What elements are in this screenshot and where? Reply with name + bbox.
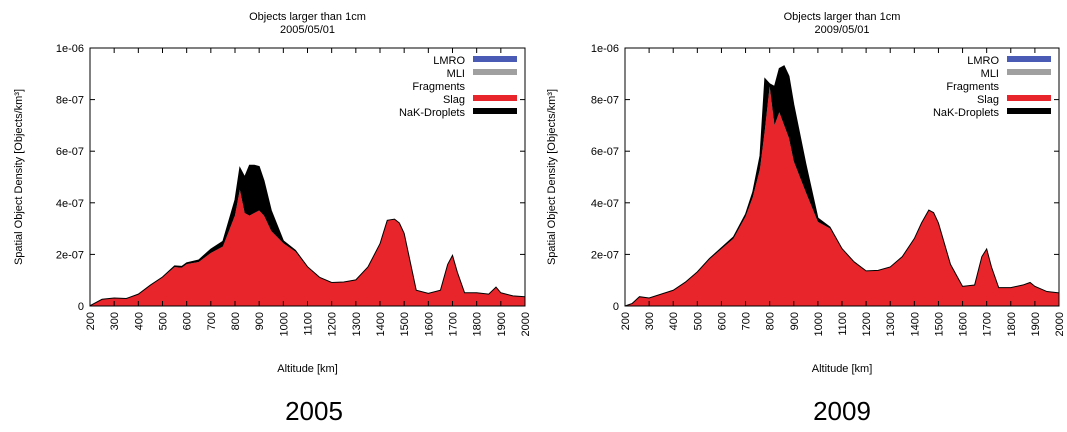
chart-subtitle: 2005/05/01 xyxy=(280,24,335,36)
x-tick-label: 1300 xyxy=(885,312,897,336)
x-tick-label: 600 xyxy=(182,312,194,330)
x-tick-label: 300 xyxy=(109,312,121,330)
legend-swatch xyxy=(1007,108,1051,114)
x-tick-label: 900 xyxy=(789,312,801,330)
x-tick-label: 2000 xyxy=(1054,312,1066,336)
legend-swatch xyxy=(473,108,517,114)
x-tick-label: 1400 xyxy=(909,312,921,336)
y-tick-label: 2e-07 xyxy=(56,249,84,261)
legend-label: Fragments xyxy=(412,81,465,93)
x-tick-label: 700 xyxy=(206,312,218,330)
chart-caption-2009: 2009 xyxy=(813,396,871,426)
y-tick-label: 2e-07 xyxy=(591,249,619,261)
x-tick-label: 1300 xyxy=(351,312,363,336)
y-axis-label: Spatial Object Density [Objects/km³] xyxy=(546,89,558,265)
total-outline xyxy=(624,65,1060,307)
x-tick-label: 1000 xyxy=(813,312,825,336)
x-tick-label: 1600 xyxy=(423,312,435,336)
legend-swatch xyxy=(473,69,517,75)
legend-swatch xyxy=(473,56,517,62)
legend-swatch xyxy=(1007,69,1051,75)
y-tick-label: 1e-06 xyxy=(591,43,619,55)
y-tick-label: 4e-07 xyxy=(591,198,619,210)
chart-title: Objects larger than 1cm xyxy=(249,11,366,23)
y-tick-label: 0 xyxy=(613,301,619,313)
chart-panel-2005: Objects larger than 1cm 2005/05/01 0 2e-07 4… xyxy=(0,0,533,432)
legend-label: MLI xyxy=(447,68,465,80)
x-axis-label: Altitude [km] xyxy=(277,363,338,375)
legend-label: Slag xyxy=(443,94,465,106)
x-tick-label: 1500 xyxy=(933,312,945,336)
y-tick-label: 4e-07 xyxy=(56,198,84,210)
y-tick-label: 1e-06 xyxy=(56,43,84,55)
x-axis-label: Altitude [km] xyxy=(812,363,873,375)
total-outline xyxy=(89,164,526,307)
x-tick-label: 1700 xyxy=(982,312,994,336)
y-tick-label: 6e-07 xyxy=(56,146,84,158)
legend-swatch xyxy=(1007,82,1051,88)
legend-label: MLI xyxy=(981,68,999,80)
x-tick-label: 500 xyxy=(692,312,704,330)
x-tick-label: 200 xyxy=(620,312,632,330)
legend-label: NaK-Droplets xyxy=(933,107,1000,119)
chart-panel-2009: Objects larger than 1cm 2009/05/01 0 2e-07 4… xyxy=(534,0,1067,432)
legend-label: Slag xyxy=(977,94,999,106)
x-tick-label: 1900 xyxy=(496,312,508,336)
x-tick-label: 1800 xyxy=(1006,312,1018,336)
x-tick-label: 800 xyxy=(230,312,242,330)
x-tick-label: 400 xyxy=(668,312,680,330)
x-tick-label: 1400 xyxy=(375,312,387,336)
chart-title: Objects larger than 1cm xyxy=(784,11,901,23)
x-tick-label: 200 xyxy=(85,312,97,330)
y-tick-label: 8e-07 xyxy=(56,95,84,107)
x-tick-label: 1100 xyxy=(837,312,849,336)
area-slag xyxy=(625,86,1059,306)
legend-swatch xyxy=(1007,56,1051,62)
y-tick-label: 6e-07 xyxy=(591,146,619,158)
x-tick-label: 1600 xyxy=(958,312,970,336)
legend-label: LMRO xyxy=(967,55,999,67)
legend-label: Fragments xyxy=(946,81,999,93)
legend-swatch xyxy=(473,95,517,101)
x-tick-label: 1800 xyxy=(472,312,484,336)
x-tick-label: 400 xyxy=(133,312,145,330)
chart-caption-2005: 2005 xyxy=(285,396,343,426)
y-axis-label: Spatial Object Density [Objects/km³] xyxy=(13,89,25,265)
legend-swatch xyxy=(1007,95,1051,101)
x-tick-label: 1100 xyxy=(303,312,315,336)
x-tick-label: 1700 xyxy=(448,312,460,336)
chart-subtitle: 2009/05/01 xyxy=(814,24,869,36)
x-tick-label: 2000 xyxy=(520,312,532,336)
legend-label: LMRO xyxy=(433,55,465,67)
legend-label: NaK-Droplets xyxy=(399,107,466,119)
legend-swatch xyxy=(473,82,517,88)
area-layers xyxy=(90,165,525,306)
x-tick-label: 1000 xyxy=(278,312,290,336)
x-tick-label: 1200 xyxy=(861,312,873,336)
x-tick-label: 900 xyxy=(254,312,266,330)
y-tick-label: 8e-07 xyxy=(591,95,619,107)
area-slag xyxy=(90,189,525,306)
x-tick-label: 500 xyxy=(158,312,170,330)
x-tick-label: 1900 xyxy=(1030,312,1042,336)
y-tick-label: 0 xyxy=(78,301,84,313)
x-tick-label: 600 xyxy=(716,312,728,330)
x-tick-label: 800 xyxy=(765,312,777,330)
x-tick-label: 1500 xyxy=(399,312,411,336)
x-tick-label: 1200 xyxy=(327,312,339,336)
x-tick-label: 700 xyxy=(741,312,753,330)
x-tick-label: 300 xyxy=(644,312,656,330)
